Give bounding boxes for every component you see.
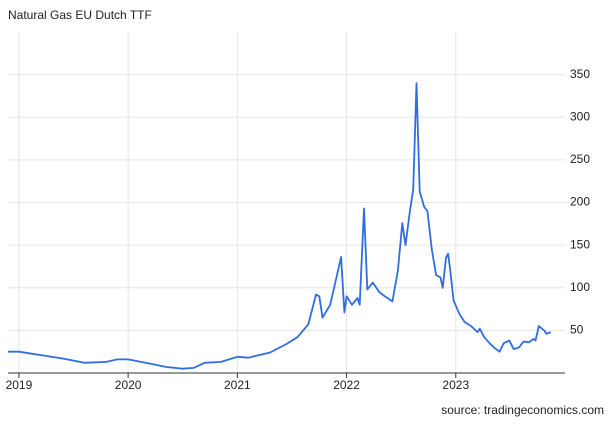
- y-tick-label: 350: [570, 67, 590, 81]
- line: [8, 82, 552, 370]
- x-tick-label: 2020: [115, 378, 142, 392]
- x-tick-label: 2021: [224, 378, 251, 392]
- x-tick-label: 2019: [6, 378, 33, 392]
- y-tick-label: 250: [570, 152, 590, 166]
- y-tick-label: 300: [570, 109, 590, 123]
- y-tick-label: 100: [570, 280, 590, 294]
- y-tick-label: 50: [570, 323, 584, 337]
- y-tick-label: 200: [570, 195, 590, 209]
- source: source: tradingeconomics.com: [441, 403, 604, 417]
- x-tick-label: 2023: [442, 378, 469, 392]
- chart-title: Natural Gas EU Dutch TTF: [8, 8, 152, 22]
- y-tick-label: 150: [570, 237, 590, 251]
- x-tick-label: 2022: [333, 378, 360, 392]
